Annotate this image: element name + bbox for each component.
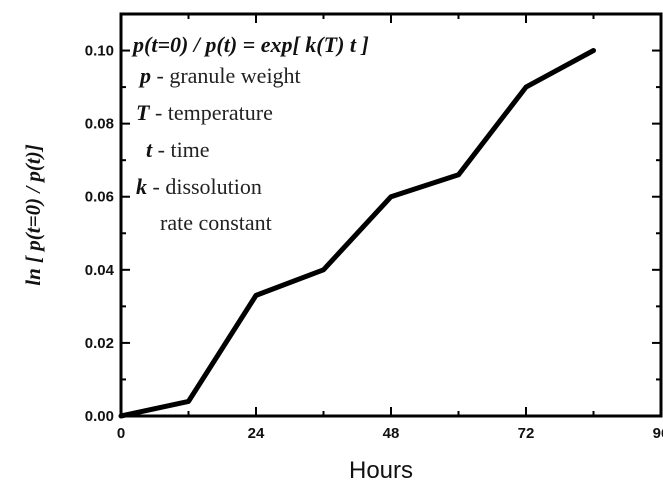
y-tick-label: 0.06: [85, 189, 114, 206]
legend-text-p: - granule weight: [151, 63, 301, 88]
x-tick-label: 48: [383, 425, 400, 442]
y-tick-label: 0.02: [85, 335, 114, 352]
legend-symbol-k: k: [136, 174, 147, 199]
legend-item-t: t - time: [146, 137, 210, 162]
legend-text-k: - dissolution: [147, 174, 262, 199]
x-axis-label: Hours: [349, 457, 413, 484]
series-line: [118, 48, 596, 419]
legend-text-t: - time: [152, 137, 209, 162]
x-tick-label: 0: [117, 425, 125, 442]
y-tick-label: 0.00: [85, 408, 114, 425]
legend-symbol-t: t: [146, 137, 153, 162]
legend-item-p: p - granule weight: [138, 63, 301, 88]
legend-text-T: - temperature: [149, 100, 272, 125]
legend-item-k-cont: rate constant: [160, 210, 272, 235]
legend-symbol-T: T: [136, 100, 151, 125]
x-tick-label: 72: [518, 425, 535, 442]
x-tick-label: 24: [248, 425, 265, 442]
equation-annotation: p(t=0) / p(t) = exp[ k(T) t ]: [131, 32, 369, 57]
y-tick-label: 0.08: [85, 116, 114, 133]
y-tick-label: 0.04: [85, 262, 115, 279]
legend-item-T: T - temperature: [136, 100, 273, 125]
y-tick-labels: 0.00 0.02 0.04 0.06 0.08 0.10: [85, 43, 115, 425]
legend-item-k: k - dissolution: [136, 174, 262, 199]
legend-symbol-p: p: [138, 63, 151, 88]
x-tick-label: 96: [653, 425, 663, 442]
tick-marks: [120, 13, 662, 417]
y-axis-label: ln [ p(t=0) / p(t)]: [21, 144, 45, 285]
x-tick-labels: 0 24 48 72 96: [117, 425, 663, 442]
y-tick-label: 0.10: [85, 43, 114, 60]
